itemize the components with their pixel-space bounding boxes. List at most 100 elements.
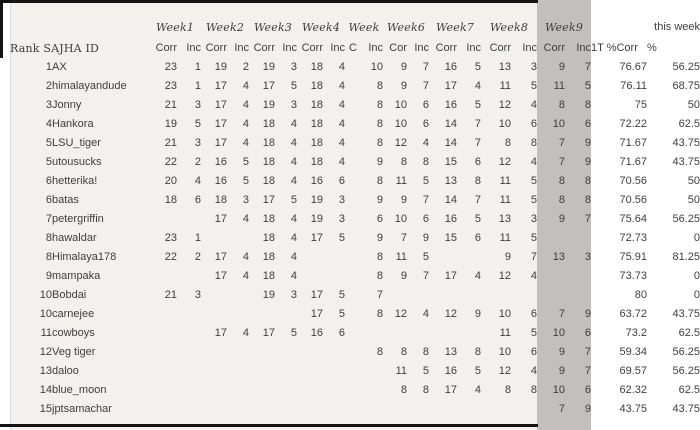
- week7-inc: 9: [474, 308, 481, 320]
- week2-inc: 4: [242, 80, 249, 92]
- week3-inc: 5: [290, 80, 297, 92]
- week4-inc-header: Inc: [330, 41, 345, 54]
- week8-corr: 13: [498, 213, 511, 225]
- week1-corr: [149, 362, 177, 381]
- rank-id-header: Rank SAJHA ID: [10, 41, 100, 55]
- this-week-pct-header: %: [647, 41, 657, 54]
- week4-corr: 16: [310, 175, 323, 187]
- week8-inc: 3: [530, 213, 537, 225]
- week4-inc: 5: [338, 232, 345, 244]
- week9-corr: 7: [558, 403, 565, 415]
- table-row: 10 Bobdai 21 3 19 3 17 5 7 80 0: [10, 286, 700, 305]
- week6-corr: 11: [395, 175, 407, 187]
- week9-inc: 5: [584, 80, 591, 92]
- week5-corr: [345, 77, 357, 96]
- total-pct-corr: 69.57: [619, 365, 647, 377]
- week3-corr: 18: [262, 137, 275, 149]
- week9-inc: 8: [584, 99, 591, 111]
- week7-inc: 5: [474, 365, 481, 377]
- week8-corr: 10: [498, 346, 511, 358]
- this-week-pct: 56.25: [672, 365, 700, 377]
- rank: 6: [45, 194, 52, 206]
- week8-corr-header: Corr: [489, 41, 511, 54]
- week7-inc: 4: [474, 270, 481, 282]
- week5-inc: [357, 381, 383, 400]
- total-pct-corr: 72.73: [619, 232, 647, 244]
- week8-inc: 6: [530, 308, 537, 320]
- week8-inc: 6: [530, 346, 537, 358]
- week2-inc: 4: [242, 99, 249, 111]
- week6-inc: 4: [422, 137, 429, 149]
- week9-corr: [537, 267, 565, 286]
- week2-inc: 4: [242, 137, 249, 149]
- sajha-id: petergriffin: [52, 213, 104, 225]
- week4-corr: [297, 267, 323, 286]
- week2-corr: 19: [214, 61, 227, 73]
- week9-corr: 8: [558, 175, 565, 187]
- week4-inc: 4: [338, 156, 345, 168]
- week6-corr: 8: [400, 384, 407, 396]
- week5-corr: [345, 248, 357, 267]
- week2-corr: 17: [214, 118, 227, 130]
- week3-inc: 4: [290, 270, 297, 282]
- week3-inc: [275, 343, 297, 362]
- table-row: 11 cowboys 17 4 17 5 16 6 11 5 10 6 73.2 62.5: [10, 324, 700, 343]
- week1-inc: [177, 305, 201, 324]
- this-week-pct: 62.5: [678, 327, 700, 339]
- total-pct-corr: 76.67: [619, 61, 647, 73]
- total-pct-corr: 62.32: [619, 384, 647, 396]
- week7-corr: 16: [444, 99, 457, 111]
- table-row: 6 batas 18 6 18 3 17 5 19 3 9 9 7 14 7 11 5 8 8 70.56 50: [10, 191, 700, 210]
- sajha-id: Jonny: [52, 99, 82, 111]
- standings-table: Week1 Week2 Week3 Week4 Week Week6 Week7…: [10, 0, 700, 419]
- week3-inc-header: Inc: [282, 41, 297, 54]
- week5-inc: 8: [376, 137, 383, 149]
- week8-corr: [481, 400, 511, 419]
- rank: 11: [40, 327, 52, 339]
- week4-inc: 4: [338, 61, 345, 73]
- week5-inc: [357, 400, 383, 419]
- sajha-id: himalayandude: [52, 80, 127, 92]
- week1-inc: 5: [194, 118, 201, 130]
- this-week-pct: 50: [687, 99, 700, 111]
- week1-corr: 19: [164, 118, 177, 130]
- sajha-id: blue_moon: [52, 384, 107, 396]
- week1-corr: [149, 305, 177, 324]
- week9-inc-header: Inc: [576, 41, 591, 54]
- week1-inc-header: Inc: [186, 41, 201, 54]
- week8-corr: 11: [499, 327, 511, 339]
- week5-inc: 8: [376, 251, 383, 263]
- table-row: 14 blue_moon 8 8 17 4 8 8 10 6 62.32 62.5: [10, 381, 700, 400]
- week8-inc: 8: [530, 137, 537, 149]
- week3-inc: 4: [290, 137, 297, 149]
- rank: 7: [45, 213, 52, 225]
- table-body: 1 AX 23 1 19 2 19 3 18 4 10 9 7 16 5 13 3 9 7 76.67 56.25 2 hi…: [10, 58, 700, 419]
- week7-inc: 5: [474, 213, 481, 225]
- week1-inc: 1: [194, 61, 201, 73]
- sajha-id: LSU_tiger: [52, 137, 101, 149]
- week3-corr-header: Corr: [253, 41, 275, 54]
- week3-inc: [275, 305, 297, 324]
- week4-inc: 5: [338, 308, 345, 320]
- week4-corr: 16: [310, 327, 323, 339]
- table-row: 5 utousucks 22 2 16 5 18 4 18 4 9 8 8 15 6 12 4 7 9 71.67 43…: [10, 153, 700, 172]
- week1-corr: 21: [164, 289, 177, 301]
- week3-inc: [275, 381, 297, 400]
- week3-corr: 19: [262, 99, 275, 111]
- week6-inc: 7: [422, 80, 429, 92]
- week8-inc: 6: [530, 118, 537, 130]
- week1-inc: [177, 343, 201, 362]
- table-background: [10, 0, 591, 430]
- subheader-row: Rank SAJHA ID Corr Inc Corr Inc Corr Inc…: [10, 38, 700, 58]
- week4-inc: [323, 400, 345, 419]
- week5-corr: [345, 267, 357, 286]
- table-row: 1 AX 23 1 19 2 19 3 18 4 10 9 7 16 5 13 3 9 7 76.67 56.25: [10, 58, 700, 77]
- week4-inc: 6: [338, 327, 345, 339]
- week8-inc: 4: [530, 99, 537, 111]
- week2-corr: [201, 343, 227, 362]
- total-pct-corr: 71.67: [619, 137, 647, 149]
- week9-corr: 7: [558, 137, 565, 149]
- week7-corr: 14: [444, 194, 457, 206]
- week2-inc: 5: [242, 156, 249, 168]
- week6-inc: 5: [422, 175, 429, 187]
